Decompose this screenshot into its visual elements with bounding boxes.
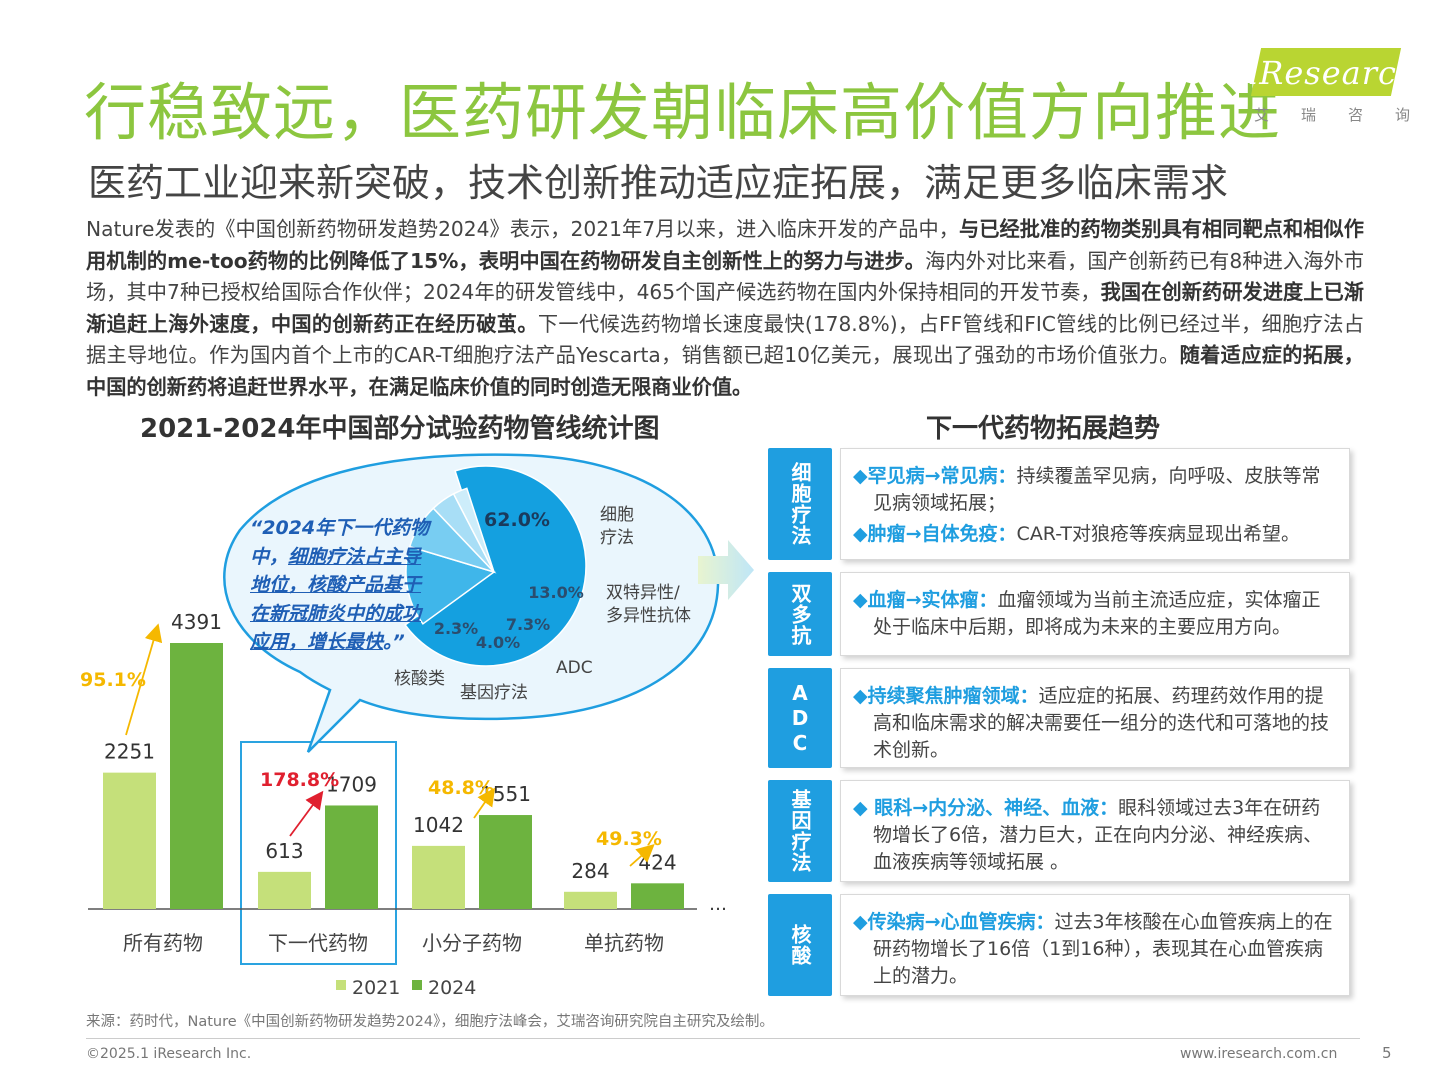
bar-2024-1 (325, 805, 378, 909)
row-item: ◆肿瘤→自体免疫：CAR-T对狼疮等疾病显现出希望。 (853, 523, 1300, 545)
pie-category-label: ADC (556, 658, 593, 678)
row-tag-bispecific: 双多抗 (768, 572, 832, 656)
row-item: ◆罕见病→常见病：持续覆盖罕见病，向呼吸、皮肤等常见病领域拓展； (853, 465, 1321, 514)
callout-line-1: “2024年下一代药物 (250, 517, 430, 539)
row-item: ◆ 眼科→内分泌、神经、血液：眼科领域过去3年在研药物增长了6倍，潜力巨大，正在… (853, 797, 1323, 873)
legend-swatch-2024 (412, 980, 422, 990)
pie-value-label: 62.0% (484, 509, 550, 531)
bar-2024-2 (479, 815, 532, 909)
bar-value-label: 4391 (171, 610, 222, 634)
row-tag-cell-therapy: 细胞疗法 (768, 448, 832, 560)
pie-category-label: 细胞疗法 (600, 505, 634, 548)
bar-2024-0 (170, 643, 223, 909)
chart-section-title: 2021-2024年中国部分试验药物管线统计图 (140, 414, 660, 444)
bar-value-label: 1709 (326, 772, 377, 796)
growth-label: 95.1% (80, 669, 146, 691)
bar-2021-2 (412, 845, 465, 909)
trend-section-title: 下一代药物拓展趋势 (926, 414, 1161, 444)
iresearch-logo: iResearch 艾瑞咨询 (1236, 48, 1418, 128)
source-note: 来源：药时代，Nature《中国创新药物研发趋势2024》，细胞疗法峰会，艾瑞咨… (86, 1014, 774, 1030)
intro-text-3: 下一代候选药物增长速度最快(178.8%)，占FF管线和FIC管线的比例已经过半… (86, 311, 1364, 368)
pie-value-label: 4.0% (476, 633, 520, 652)
legend-label-2021: 2021 (352, 977, 400, 999)
bar-value-label: 613 (265, 839, 303, 863)
growth-label: 49.3% (596, 828, 662, 850)
category-label: 单抗药物 (584, 931, 664, 955)
category-label: 所有药物 (123, 931, 203, 955)
callout-line-5: 应用，增长最快 (250, 631, 384, 653)
footer-divider (86, 1038, 1360, 1039)
row-box-gene-therapy: ◆ 眼科→内分泌、神经、血液：眼科领域过去3年在研药物增长了6倍，潜力巨大，正在… (840, 780, 1350, 882)
copyright: ©2025.1 iResearch Inc. (86, 1046, 252, 1062)
page-number: 5 (1382, 1044, 1392, 1062)
pie-category-label: 基因疗法 (460, 683, 528, 703)
row-box-adc: ◆持续聚焦肿瘤领域：适应症的拓展、药理药效作用的提高和临床需求的解决需要任一组分… (840, 668, 1350, 768)
category-label: 小分子药物 (422, 931, 522, 955)
bar-2021-3 (564, 891, 617, 909)
website-link[interactable]: www.iresearch.com.cn (1180, 1046, 1338, 1062)
growth-arrow (125, 623, 163, 736)
intro-bold-2: 我国在创新药研发进度上已渐渐追赶上海外速度，中国的创新药正在经历破茧。 (86, 280, 1364, 336)
row-tag-nucleic-acid: 核酸 (768, 894, 832, 996)
callout-line-5-end: 。” (383, 631, 405, 653)
growth-label: 48.8% (428, 777, 494, 799)
logo-cn: 艾瑞咨询 (1254, 106, 1440, 124)
pie-category-label: 双特异性/多异性抗体 (606, 583, 691, 626)
growth-arrow (629, 844, 655, 867)
pie-category-label: 核酸类 (394, 669, 445, 689)
pie-value-label: 13.0% (528, 583, 584, 602)
logo-word: iResearch (1248, 54, 1419, 92)
pie-value-label: 7.3% (506, 615, 550, 634)
page-title: 行稳致远，医药研发朝临床高价值方向推进 (84, 76, 1282, 149)
growth-label: 178.8% (260, 769, 339, 791)
callout-line-2: 中， (250, 545, 289, 568)
intro-paragraph: Nature发表的《中国创新药物研发趋势2024》表示，2021年7月以来，进入… (86, 214, 1364, 403)
pie-slice-4 (452, 487, 495, 573)
transition-arrow (698, 540, 754, 600)
category-label: 下一代药物 (268, 931, 368, 955)
callout-quote: “2024年下一代药物 中，细胞疗法占主导 地位，核酸产品基于 在新冠肺炎中的成… (250, 514, 460, 657)
row-box-nucleic-acid: ◆传染病→心血管疾病：过去3年核酸在心血管疾病上的在研药物增长了16倍（1到16… (840, 894, 1350, 996)
bar-2024-3 (631, 883, 684, 909)
intro-bold-3: 随着适应症的拓展，中国的创新药将追赶世界水平，在满足临床价值的同时创造无限商业价… (86, 343, 1364, 399)
pie-value-label: 2.3% (434, 619, 478, 638)
row-item: ◆传染病→心血管疾病：过去3年核酸在心血管疾病上的在研药物增长了16倍（1到16… (853, 911, 1333, 987)
page-subtitle: 医药工业迎来新突破，技术创新推动适应症拓展，满足更多临床需求 (88, 161, 1229, 205)
bar-value-label: 2251 (104, 740, 155, 764)
legend-swatch-2021 (336, 980, 346, 990)
growth-arrow (473, 787, 496, 819)
row-tag-adc: ADC (768, 668, 832, 768)
bar-2021-1 (258, 871, 311, 909)
row-item: ◆血瘤→实体瘤：血瘤领域为当前主流适应症，实体瘤正处于临床中后期，即将成为未来的… (853, 589, 1321, 638)
intro-bold-1: 与已经批准的药物类别具有相同靶点和相似作用机制的me-too药物的比例降低了15… (86, 217, 1364, 273)
callout-line-4: 在新冠肺炎中的成功 (250, 602, 422, 625)
row-box-bispecific: ◆血瘤→实体瘤：血瘤领域为当前主流适应症，实体瘤正处于临床中后期，即将成为未来的… (840, 572, 1350, 656)
row-box-cell-therapy: ◆罕见病→常见病：持续覆盖罕见病，向呼吸、皮肤等常见病领域拓展； ◆肿瘤→自体免… (840, 448, 1350, 560)
bar-value-label: 1042 (413, 813, 464, 837)
pipeline-chart: 22514391所有药物6131709下一代药物10421551小分子药物284… (80, 453, 754, 999)
intro-text-2: 海内外对比来看，国产创新药已有8种进入海外市场，其中7种已授权给国际合作伙伴；2… (86, 248, 1364, 305)
row-tag-gene-therapy: 基因疗法 (768, 780, 832, 882)
pie-slice-0 (404, 465, 587, 667)
intro-text-1: Nature发表的《中国创新药物研发趋势2024》表示，2021年7月以来，进入… (86, 217, 959, 241)
callout-line-2u: 细胞疗法占主导 (288, 545, 422, 568)
row-item: ◆持续聚焦肿瘤领域：适应症的拓展、药理药效作用的提高和临床需求的解决需要任一组分… (853, 685, 1330, 761)
axis-ellipsis: … (709, 894, 727, 915)
bar-2021-0 (103, 772, 156, 909)
callout-line-3: 地位，核酸产品基于 (250, 574, 422, 596)
growth-arrow (289, 790, 324, 837)
bar-value-label: 284 (571, 859, 609, 883)
legend-label-2024: 2024 (428, 977, 476, 999)
